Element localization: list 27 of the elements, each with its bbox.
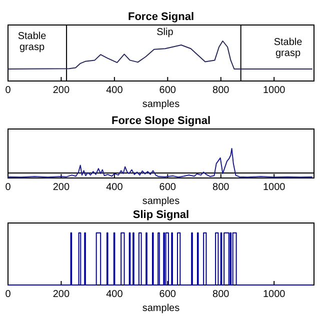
- chart-title: Slip Signal: [132, 209, 190, 221]
- x-tick-label: 600: [159, 289, 176, 300]
- x-tick-label: 1000: [262, 289, 286, 300]
- x-tick-label: 800: [212, 85, 230, 96]
- x-axis-title: samples: [142, 99, 180, 110]
- x-axis-title: samples: [142, 303, 180, 314]
- x-tick-label: 0: [5, 182, 12, 194]
- x-axis-title: samples: [142, 196, 180, 207]
- x-tick-label: 600: [159, 85, 176, 96]
- x-tick-label: 0: [5, 289, 12, 300]
- x-tick-label: 0: [5, 85, 12, 96]
- x-tick-label: 600: [159, 182, 176, 194]
- x-tick-label: 400: [106, 182, 124, 194]
- x-tick-label: 400: [106, 289, 124, 300]
- x-tick-label: 1000: [262, 182, 286, 194]
- x-tick-label: 200: [52, 85, 70, 96]
- chart-title: Force Signal: [128, 11, 194, 23]
- x-tick-label: 800: [212, 289, 230, 300]
- chart-title: Force Slope Signal: [111, 115, 211, 127]
- annotation: Stable grasp: [18, 31, 47, 53]
- x-tick-label: 1000: [262, 85, 286, 96]
- x-tick-label: 200: [52, 182, 70, 194]
- annotation: Stable grasp: [274, 37, 303, 59]
- text: Slip: [156, 27, 174, 38]
- x-tick-label: 800: [212, 182, 230, 194]
- x-tick-label: 400: [106, 85, 124, 96]
- x-tick-label: 200: [52, 289, 70, 300]
